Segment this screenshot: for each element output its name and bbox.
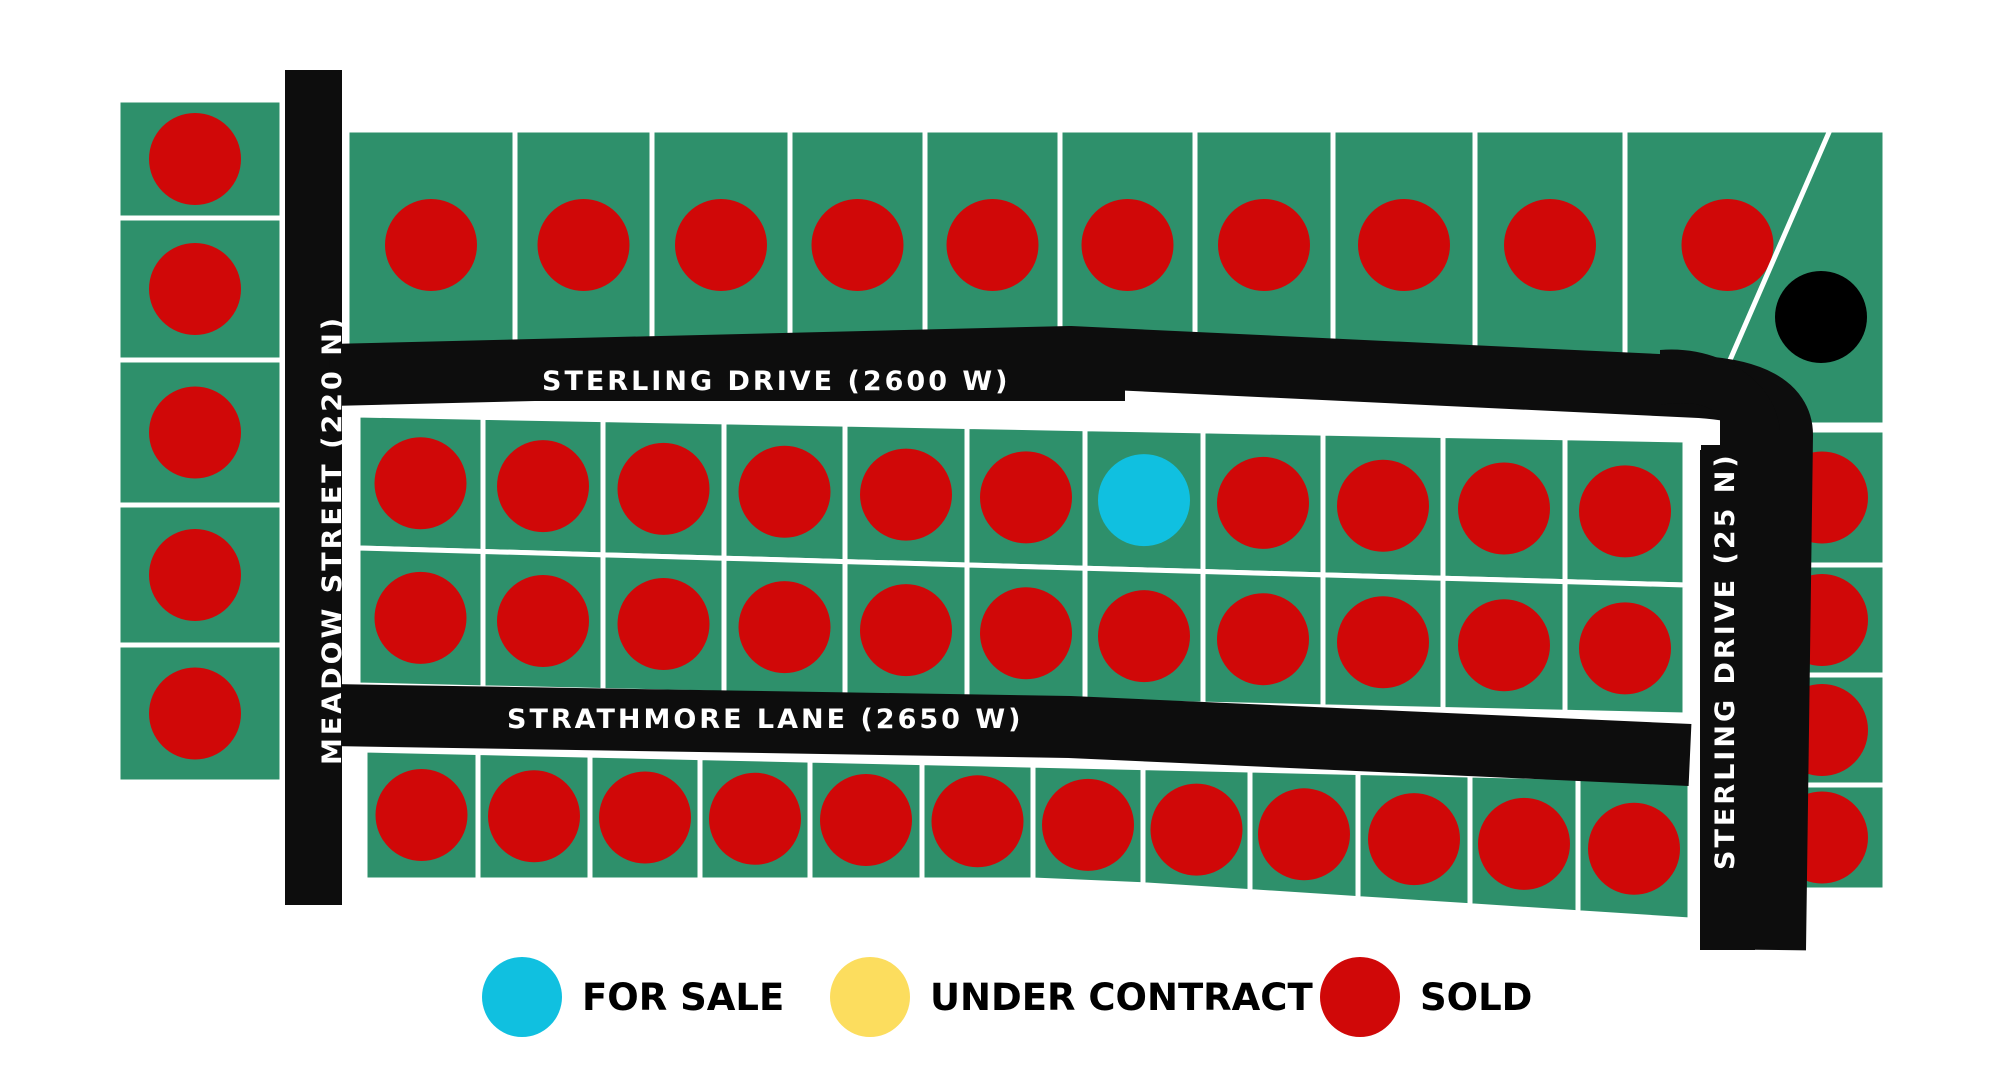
lot-marker-south-7[interactable]: [1042, 778, 1134, 871]
lot-marker-middle-north-6[interactable]: [980, 451, 1072, 544]
lot-marker-middle-north-5[interactable]: [860, 448, 952, 541]
lot-marker-west-4[interactable]: [149, 529, 241, 621]
lot-marker-south-11[interactable]: [1478, 797, 1570, 890]
lots-layer: [115, 97, 1888, 923]
lot-marker-middle-south-4[interactable]: [738, 581, 831, 674]
lot-marker-middle-south-6[interactable]: [980, 587, 1072, 680]
lot-marker-middle-north-4[interactable]: [738, 445, 831, 538]
lot-marker-south-4[interactable]: [709, 772, 801, 865]
lot-marker-south-8[interactable]: [1150, 783, 1243, 876]
sterling-drive-25n-label: STERLING DRIVE (25 N): [1710, 452, 1741, 870]
sterling-drive-label-plate: [505, 361, 1125, 401]
lot-marker-middle-south-9[interactable]: [1337, 596, 1429, 689]
lot-marker-west-5[interactable]: [149, 667, 241, 760]
lot-marker-middle-north-9[interactable]: [1337, 459, 1429, 552]
lot-marker-middle-north-11[interactable]: [1579, 465, 1671, 558]
lot-marker-south-3[interactable]: [599, 771, 691, 864]
lot-marker-north-9[interactable]: [1504, 199, 1596, 291]
lot-marker-west-3[interactable]: [149, 386, 241, 479]
meadow-street-label: MEADOW STREET (220 N): [317, 315, 348, 765]
lot-marker-middle-north-8[interactable]: [1217, 456, 1309, 549]
lot-marker-south-1[interactable]: [375, 769, 468, 861]
lot-marker-middle-south-10[interactable]: [1458, 599, 1550, 692]
legend-sold-marker: [1320, 957, 1400, 1037]
lot-marker-middle-south-7[interactable]: [1098, 590, 1190, 683]
lot-marker-north-8[interactable]: [1358, 199, 1450, 291]
lot-marker-middle-south-3[interactable]: [617, 578, 710, 671]
sterling-drive-25n-label-plate: [1701, 445, 1741, 875]
lot-marker-south-9[interactable]: [1258, 788, 1350, 881]
lot-marker-middle-north-10[interactable]: [1458, 462, 1550, 555]
lot-marker-south-12[interactable]: [1588, 802, 1680, 895]
lot-marker-north-1[interactable]: [385, 199, 477, 291]
legend: FOR SALE UNDER CONTRACT SOLD: [482, 957, 1532, 1037]
lot-marker-north-11[interactable]: [1775, 271, 1867, 363]
strathmore-lane-label: STRATHMORE LANE (2650 W): [507, 704, 1023, 735]
legend-for-sale-marker: [482, 957, 562, 1037]
legend-for-sale-label: FOR SALE: [582, 976, 784, 1019]
lot-marker-south-6[interactable]: [931, 775, 1024, 868]
lot-marker-south-10[interactable]: [1368, 793, 1460, 886]
lot-marker-middle-north-7[interactable]: [1098, 454, 1190, 547]
lot-marker-north-3[interactable]: [675, 199, 767, 291]
lot-marker-middle-south-1[interactable]: [374, 571, 467, 664]
legend-sold-label: SOLD: [1420, 976, 1532, 1019]
lot-marker-middle-north-3[interactable]: [617, 442, 710, 535]
lot-marker-south-2[interactable]: [488, 770, 580, 863]
lot-marker-north-2[interactable]: [537, 199, 630, 291]
strathmore-lane-label-plate: [455, 699, 1080, 739]
lot-marker-middle-north-1[interactable]: [374, 437, 467, 530]
lot-marker-west-1[interactable]: [149, 113, 241, 205]
sterling-drive-curve: [1660, 349, 1780, 460]
legend-under-contract-label: UNDER CONTRACT: [930, 976, 1313, 1019]
meadow-street-road: [285, 70, 342, 905]
lot-marker-north-6[interactable]: [1081, 199, 1174, 291]
lot-marker-middle-south-11[interactable]: [1579, 602, 1671, 695]
lot-marker-south-5[interactable]: [820, 774, 912, 867]
lot-marker-middle-south-2[interactable]: [497, 575, 589, 668]
lot-marker-west-2[interactable]: [149, 243, 241, 335]
lot-marker-north-5[interactable]: [946, 199, 1039, 291]
lot-marker-north-4[interactable]: [811, 199, 904, 291]
lot-marker-middle-south-8[interactable]: [1217, 593, 1309, 686]
lot-marker-north-7[interactable]: [1218, 199, 1310, 291]
sterling-drive-2600w-label: STERLING DRIVE (2600 W): [542, 366, 1011, 397]
road-labels: STERLING DRIVE (2600 W) STRATHMORE LANE …: [317, 315, 1741, 875]
legend-under-contract-marker: [830, 957, 910, 1037]
lot-marker-north-10[interactable]: [1681, 199, 1774, 291]
lot-marker-middle-north-2[interactable]: [497, 440, 589, 533]
lot-marker-middle-south-5[interactable]: [860, 584, 952, 677]
